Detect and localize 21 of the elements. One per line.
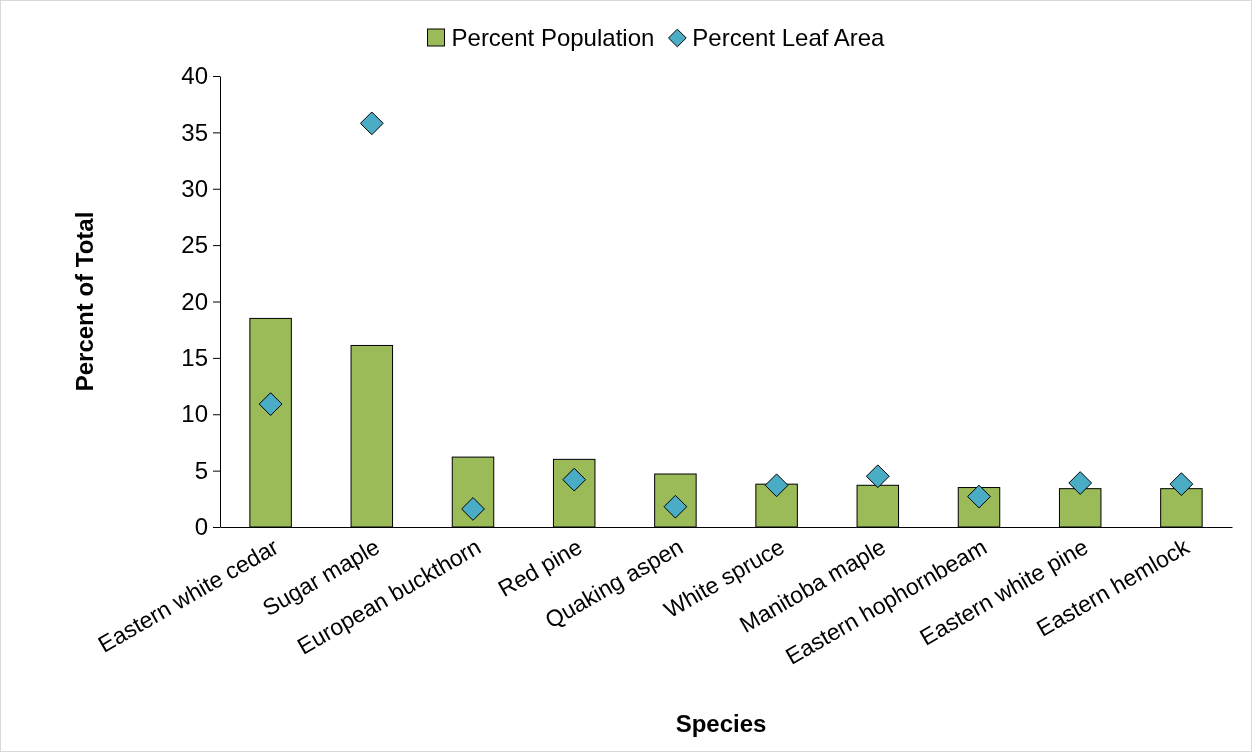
- y-tick-label: 40: [181, 62, 208, 90]
- y-tick-label: 25: [181, 231, 208, 259]
- point: [562, 467, 587, 492]
- y-tick-label: 20: [181, 287, 208, 315]
- y-tick-label: 35: [181, 118, 208, 146]
- point: [764, 473, 789, 498]
- legend-label: Percent Leaf Area: [692, 24, 886, 52]
- point: [1169, 472, 1194, 497]
- point: [461, 497, 485, 521]
- point: [865, 464, 890, 489]
- y-tick-label: 5: [194, 456, 208, 484]
- y-tick-label: 10: [181, 400, 208, 428]
- point: [1068, 471, 1093, 495]
- point: [258, 392, 283, 416]
- legend-label: Percent Population: [451, 24, 655, 52]
- y-tick-label: 30: [181, 174, 208, 202]
- y-tick-label: 15: [181, 344, 208, 372]
- point: [359, 111, 384, 136]
- y-axis-title: Percent of Total: [71, 211, 98, 392]
- y-tick-label: 0: [194, 513, 208, 541]
- x-axis-title: Species: [675, 710, 767, 737]
